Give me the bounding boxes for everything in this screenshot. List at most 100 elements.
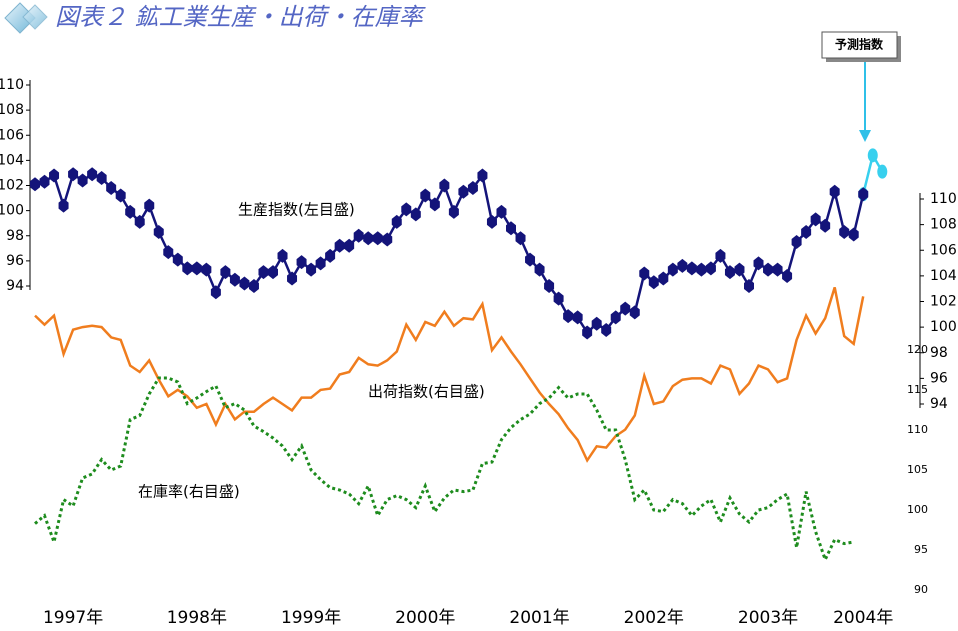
data-marker (677, 258, 688, 273)
y-tick-label: 98 (6, 228, 24, 244)
y3-tick-label: 95 (914, 543, 928, 556)
data-marker (382, 232, 393, 247)
x-tick-label: 2001年 (509, 608, 569, 628)
data-marker (144, 198, 155, 213)
data-marker (96, 170, 107, 185)
data-marker (553, 291, 564, 306)
data-marker (858, 187, 869, 202)
data-marker (87, 167, 98, 182)
data-marker (724, 265, 735, 280)
x-tick-label: 2000年 (395, 608, 455, 628)
x-tick-label: 1999年 (281, 608, 341, 628)
data-marker (410, 207, 421, 222)
data-marker (829, 184, 840, 199)
y3-tick-label: 100 (907, 503, 928, 516)
x-tick-label: 2003年 (738, 608, 798, 628)
data-marker (448, 204, 459, 219)
data-marker (296, 255, 307, 270)
data-marker (534, 262, 545, 277)
data-marker (810, 212, 821, 227)
data-marker (134, 214, 145, 229)
data-marker (820, 218, 831, 233)
data-marker (68, 167, 79, 182)
data-marker (106, 181, 117, 196)
data-marker (372, 231, 383, 246)
data-marker (839, 224, 850, 239)
data-marker (486, 214, 497, 229)
data-marker (705, 261, 716, 276)
data-marker (639, 266, 650, 281)
data-marker (306, 262, 317, 277)
data-marker (753, 256, 764, 271)
x-tick-label: 1997年 (43, 608, 103, 628)
data-marker (229, 272, 240, 287)
data-marker (601, 322, 612, 337)
data-marker (153, 224, 164, 239)
data-marker (248, 279, 259, 293)
callout-arrowhead (859, 130, 871, 142)
forecast-label: 予測指数 (835, 37, 884, 52)
data-marker (791, 235, 802, 250)
callout-box (821, 31, 898, 59)
data-marker (39, 174, 50, 189)
data-marker (591, 316, 602, 331)
data-marker (572, 310, 583, 325)
data-marker (667, 262, 678, 277)
data-marker (467, 181, 478, 196)
data-marker (344, 238, 355, 253)
data-marker (77, 173, 88, 188)
data-marker (325, 248, 336, 263)
data-marker (801, 224, 812, 239)
series-line (34, 376, 854, 564)
data-marker (115, 188, 126, 203)
data-marker (734, 262, 745, 277)
data-marker (525, 252, 536, 267)
data-marker (268, 265, 278, 280)
data-marker (610, 310, 621, 325)
data-marker (287, 271, 298, 286)
y2-tick-label: 98 (930, 345, 948, 361)
data-marker (772, 262, 783, 277)
data-marker (629, 305, 640, 320)
y2-tick-label: 110 (930, 191, 957, 207)
series-label: 生産指数(左目盛) (238, 201, 355, 219)
y3-tick-label: 115 (907, 383, 928, 396)
data-marker (220, 265, 231, 280)
data-marker (696, 262, 707, 277)
y-tick-label: 104 (0, 152, 24, 168)
data-marker (658, 271, 669, 286)
y-tick-label: 110 (0, 77, 24, 93)
y2-tick-label: 108 (930, 217, 957, 233)
y2-tick-label: 94 (930, 396, 948, 412)
data-marker (191, 261, 202, 276)
data-marker (239, 276, 250, 291)
data-marker (30, 177, 40, 192)
y2-tick-label: 100 (930, 319, 957, 335)
data-marker (744, 279, 754, 293)
data-marker (334, 238, 345, 253)
series-label: 出荷指数(右目盛) (368, 383, 485, 401)
y-tick-label: 94 (6, 278, 24, 294)
data-marker (563, 309, 574, 324)
y2-tick-label: 96 (930, 370, 948, 386)
x-tick-label: 2004年 (833, 608, 893, 628)
title-icon (22, 4, 48, 30)
data-marker (496, 204, 507, 219)
data-marker (172, 252, 183, 267)
y3-tick-label: 110 (907, 423, 928, 436)
y2-tick-label: 106 (930, 242, 957, 258)
data-marker (848, 227, 859, 242)
data-marker (458, 184, 469, 199)
data-marker (125, 204, 136, 219)
series-label: 在庫率(右目盛) (138, 483, 240, 501)
data-marker (782, 268, 793, 283)
data-marker (715, 248, 726, 263)
y3-tick-label: 90 (914, 583, 928, 596)
y2-tick-label: 104 (930, 268, 957, 284)
data-marker (620, 301, 631, 316)
data-marker (506, 221, 516, 236)
data-marker (515, 231, 526, 246)
series-line (34, 172, 865, 335)
data-marker (258, 265, 269, 280)
